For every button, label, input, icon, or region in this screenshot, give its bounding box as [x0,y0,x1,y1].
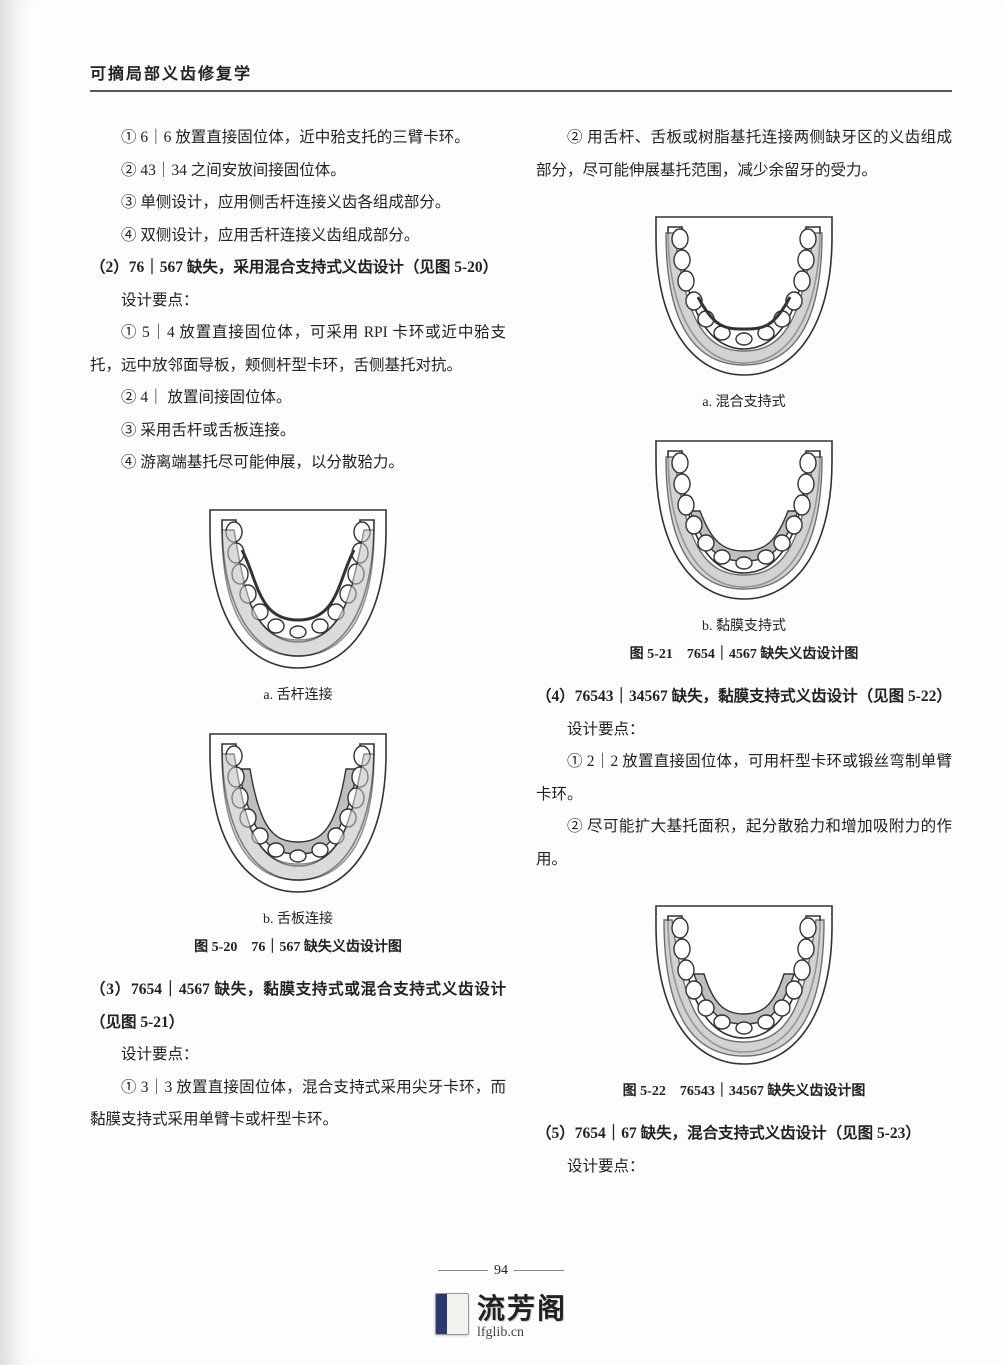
para: ④ 双侧设计，应用舌杆连接义齿组成部分。 [90,220,506,253]
figure-5-20a: a. 舌杆连接 [90,490,506,704]
content-columns: ① 6｜6 放置直接固位体，近中𬌗支托的三臂卡环。 ② 43｜34 之间安放间接… [90,122,952,1183]
figure-caption: b. 黏膜支持式 [536,615,952,635]
figure-5-20b: b. 舌板连接 图 5-20 76｜567 缺失义齿设计图 [90,714,506,956]
arch-diagram-icon [644,421,844,611]
figure-title: 图 5-22 76543｜34567 缺失义齿设计图 [536,1080,952,1100]
figure-5-21a: a. 混合支持式 [536,197,952,411]
para: ② 尽可能扩大基托面积，起分散𬌗力和增加吸附力的作用。 [536,811,952,876]
para: 设计要点： [90,285,506,318]
para: ④ 游离端基托尽可能伸展，以分散𬌗力。 [90,447,506,480]
para: ③ 采用舌杆或舌板连接。 [90,415,506,448]
figure-title: 图 5-20 76｜567 缺失义齿设计图 [90,936,506,956]
para: ① 3｜3 放置直接固位体，混合支持式采用尖牙卡环，而黏膜支持式采用单臂卡或杆型… [90,1072,506,1137]
para: 设计要点： [90,1039,506,1072]
arch-diagram-icon [644,886,844,1076]
para: ② 43｜34 之间安放间接固位体。 [90,155,506,188]
section-heading: （5）7654｜67 缺失，混合支持式义齿设计（见图 5-23） [536,1118,952,1151]
watermark: 流芳阁 lfglib.cn [435,1287,567,1341]
right-column: ② 用舌杆、舌板或树脂基托连接两侧缺牙区的义齿组成部分，尽可能伸展基托范围，减少… [536,122,952,1183]
arch-diagram-icon [198,714,398,904]
figure-title: 图 5-21 7654｜4567 缺失义齿设计图 [536,643,952,663]
para: ① 6｜6 放置直接固位体，近中𬌗支托的三臂卡环。 [90,122,506,155]
arch-diagram-icon [644,197,844,387]
para: ② 用舌杆、舌板或树脂基托连接两侧缺牙区的义齿组成部分，尽可能伸展基托范围，减少… [536,122,952,187]
para: 设计要点： [536,1151,952,1184]
para: ① 5｜4 放置直接固位体，可采用 RPI 卡环或近中𬌗支托，远中放邻面导板，颊… [90,317,506,382]
figure-5-21b: b. 黏膜支持式 图 5-21 7654｜4567 缺失义齿设计图 [536,421,952,663]
figure-5-22: 图 5-22 76543｜34567 缺失义齿设计图 [536,886,952,1100]
section-heading: （3）7654｜4567 缺失，黏膜支持式或混合支持式义齿设计（见图 5-21） [90,974,506,1039]
figure-caption: a. 混合支持式 [536,391,952,411]
section-heading: （2）76｜567 缺失，采用混合支持式义齿设计（见图 5-20） [90,252,506,285]
page-number: 94 [0,1263,1002,1279]
figure-caption: a. 舌杆连接 [90,684,506,704]
section-heading: （4）76543｜34567 缺失，黏膜支持式义齿设计（见图 5-22） [536,681,952,714]
para: ② 4｜ 放置间接固位体。 [90,382,506,415]
figure-caption: b. 舌板连接 [90,908,506,928]
book-icon [435,1293,469,1335]
arch-diagram-icon [198,490,398,680]
para: ③ 单侧设计，应用侧舌杆连接义齿各组成部分。 [90,187,506,220]
para: ① 2｜2 放置直接固位体，可用杆型卡环或锻丝弯制单臂卡环。 [536,746,952,811]
left-column: ① 6｜6 放置直接固位体，近中𬌗支托的三臂卡环。 ② 43｜34 之间安放间接… [90,122,506,1183]
running-header: 可摘局部义齿修复学 [90,60,952,92]
watermark-zh: 流芳阁 [477,1287,567,1327]
watermark-en: lfglib.cn [477,1325,524,1341]
para: 设计要点： [536,714,952,747]
